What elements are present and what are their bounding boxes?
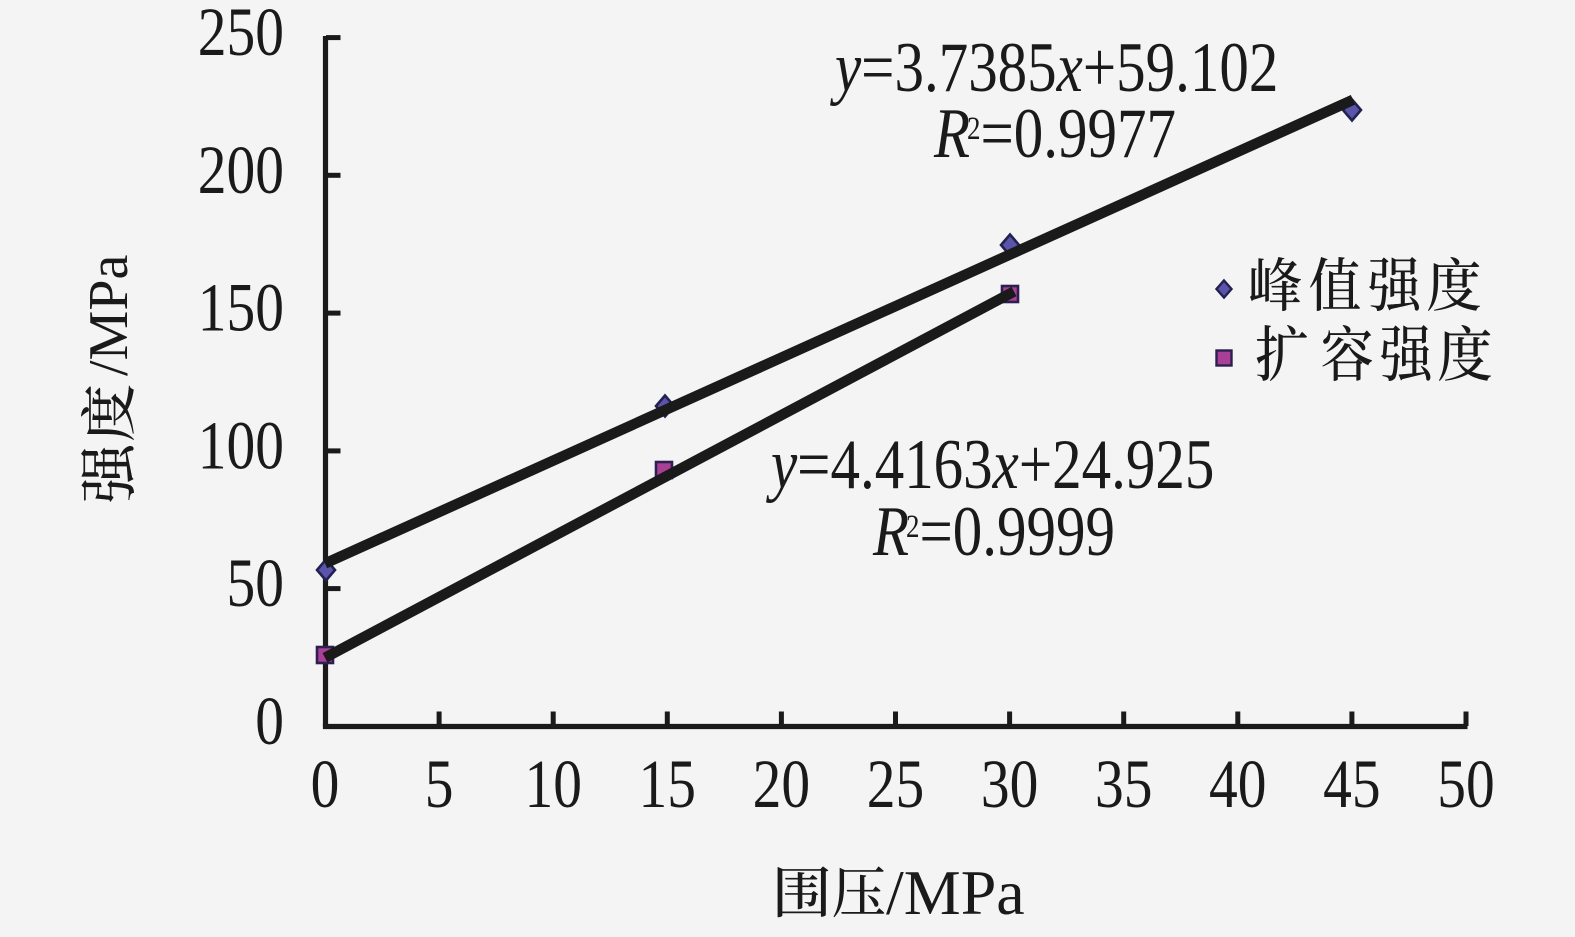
svg-text:150: 150 <box>198 270 284 346</box>
svg-text:25: 25 <box>867 746 924 822</box>
svg-text:5: 5 <box>425 746 454 822</box>
svg-text:20: 20 <box>753 746 810 822</box>
svg-text:y=3.7385x+59.102: y=3.7385x+59.102 <box>830 29 1279 107</box>
svg-text:/MPa: /MPa <box>886 857 1025 928</box>
svg-text:y=4.4163x+24.925: y=4.4163x+24.925 <box>766 426 1215 504</box>
svg-text:100: 100 <box>198 408 284 484</box>
svg-text:40: 40 <box>1209 746 1266 822</box>
svg-text:/MPa: /MPa <box>78 255 140 376</box>
svg-text:R2=0.9999: R2=0.9999 <box>872 493 1115 571</box>
svg-text:10: 10 <box>524 746 581 822</box>
svg-text:35: 35 <box>1095 746 1152 822</box>
svg-text:0: 0 <box>255 683 284 759</box>
svg-text:50: 50 <box>227 545 284 621</box>
svg-text:30: 30 <box>981 746 1038 822</box>
svg-text:15: 15 <box>639 746 696 822</box>
svg-text:0: 0 <box>311 746 340 822</box>
svg-text:200: 200 <box>198 132 284 208</box>
svg-text:R2=0.9977: R2=0.9977 <box>933 95 1176 173</box>
svg-text:250: 250 <box>198 0 284 70</box>
svg-text:50: 50 <box>1437 746 1494 822</box>
svg-text:45: 45 <box>1323 746 1380 822</box>
